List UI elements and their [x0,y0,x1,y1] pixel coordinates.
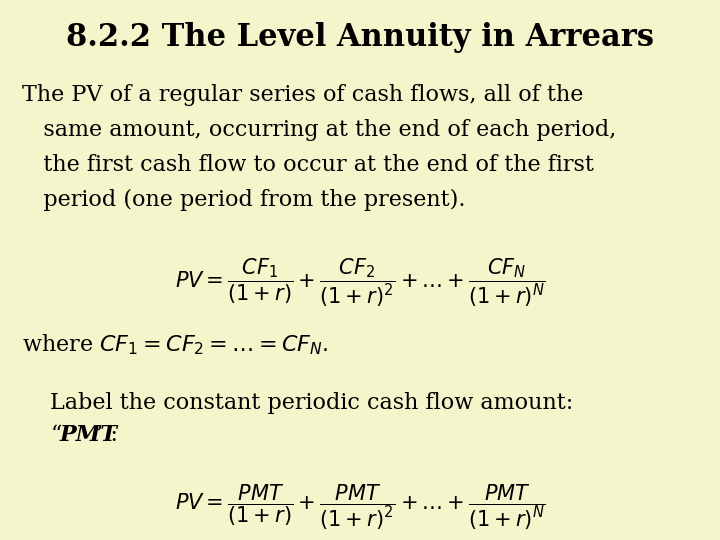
Text: where $CF_1 = CF_2 = \ldots = CF_N.$: where $CF_1 = CF_2 = \ldots = CF_N.$ [22,332,328,357]
Text: 8.2.2 The Level Annuity in Arrears: 8.2.2 The Level Annuity in Arrears [66,22,654,52]
Text: $PV = \dfrac{PMT}{(1+r)} + \dfrac{PMT}{(1+r)^2} + \ldots + \dfrac{PMT}{(1+r)^N}$: $PV = \dfrac{PMT}{(1+r)} + \dfrac{PMT}{(… [175,483,545,532]
Text: $PV = \dfrac{CF_1}{(1+r)} + \dfrac{CF_2}{(1+r)^2} + \ldots + \dfrac{CF_N}{(1+r)^: $PV = \dfrac{CF_1}{(1+r)} + \dfrac{CF_2}… [175,256,545,309]
Text: PMT: PMT [60,424,117,446]
Text: same amount, occurring at the end of each period,: same amount, occurring at the end of eac… [22,119,616,141]
Text: the first cash flow to occur at the end of the first: the first cash flow to occur at the end … [22,154,593,176]
Text: period (one period from the present).: period (one period from the present). [22,189,465,211]
Text: ” :: ” : [92,424,118,446]
Text: “: “ [50,424,62,446]
Text: Label the constant periodic cash flow amount:: Label the constant periodic cash flow am… [50,392,574,414]
Text: The PV of a regular series of cash flows, all of the: The PV of a regular series of cash flows… [22,84,583,106]
